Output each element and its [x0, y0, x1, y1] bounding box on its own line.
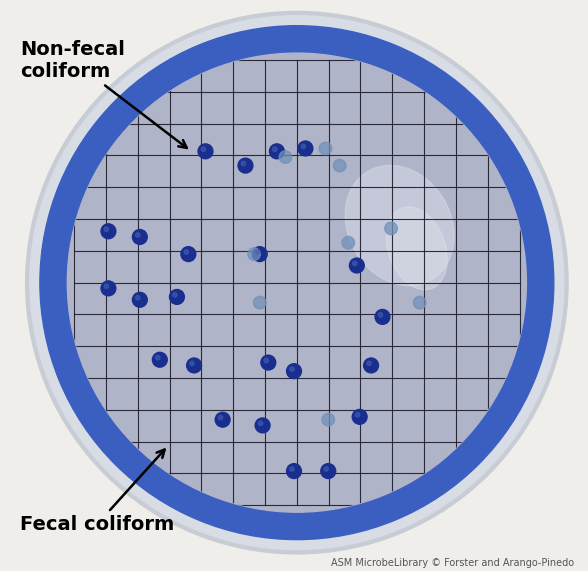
Circle shape: [253, 296, 266, 309]
Circle shape: [218, 415, 223, 420]
Circle shape: [286, 364, 302, 379]
Circle shape: [258, 421, 263, 425]
Circle shape: [198, 144, 213, 159]
Circle shape: [342, 236, 355, 249]
Circle shape: [321, 464, 336, 478]
Circle shape: [319, 142, 332, 155]
Circle shape: [252, 247, 267, 262]
Circle shape: [333, 159, 346, 172]
Circle shape: [135, 295, 140, 300]
Circle shape: [255, 418, 270, 433]
Ellipse shape: [345, 166, 454, 286]
Circle shape: [298, 141, 313, 156]
Circle shape: [352, 261, 357, 266]
Circle shape: [67, 53, 526, 512]
Circle shape: [279, 151, 292, 163]
Circle shape: [173, 292, 177, 297]
Circle shape: [101, 281, 116, 296]
Circle shape: [269, 144, 284, 159]
Circle shape: [290, 367, 294, 371]
Circle shape: [135, 232, 140, 237]
Circle shape: [322, 413, 335, 426]
Circle shape: [104, 227, 109, 231]
Circle shape: [301, 144, 306, 148]
Circle shape: [184, 250, 189, 254]
Circle shape: [349, 258, 364, 273]
Circle shape: [101, 224, 116, 239]
Circle shape: [201, 147, 206, 151]
Circle shape: [352, 409, 367, 424]
Circle shape: [363, 358, 379, 373]
Circle shape: [375, 309, 390, 324]
Circle shape: [169, 289, 185, 304]
Circle shape: [378, 312, 383, 317]
Circle shape: [355, 412, 360, 417]
Circle shape: [186, 358, 202, 373]
Circle shape: [181, 247, 196, 262]
Circle shape: [104, 284, 109, 288]
Circle shape: [132, 230, 147, 244]
Circle shape: [30, 15, 564, 549]
Circle shape: [152, 352, 167, 367]
Circle shape: [248, 248, 260, 260]
Circle shape: [238, 158, 253, 173]
Circle shape: [255, 250, 260, 254]
Circle shape: [264, 358, 269, 363]
Circle shape: [286, 464, 302, 478]
Circle shape: [241, 161, 246, 166]
Circle shape: [155, 355, 160, 360]
Circle shape: [367, 361, 371, 365]
Circle shape: [215, 412, 230, 427]
Text: Fecal coliform: Fecal coliform: [20, 449, 174, 534]
Circle shape: [413, 296, 426, 309]
Circle shape: [324, 467, 329, 471]
Circle shape: [385, 222, 397, 235]
Circle shape: [132, 292, 147, 307]
Text: Non-fecal
coliform: Non-fecal coliform: [20, 40, 187, 148]
Text: ASM MicrobeLibrary © Forster and Arango-Pinedo: ASM MicrobeLibrary © Forster and Arango-…: [330, 558, 574, 568]
Circle shape: [273, 147, 277, 151]
Circle shape: [261, 355, 276, 370]
Circle shape: [190, 361, 194, 365]
Circle shape: [290, 467, 294, 471]
Ellipse shape: [386, 207, 447, 290]
Circle shape: [26, 11, 568, 554]
